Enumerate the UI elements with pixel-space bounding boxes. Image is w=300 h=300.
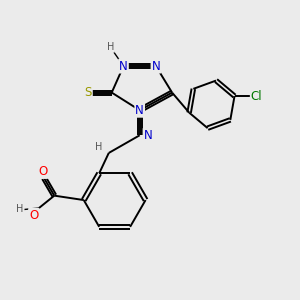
- Text: S: S: [85, 86, 92, 99]
- Text: N: N: [152, 60, 160, 73]
- Text: Cl: Cl: [251, 90, 262, 103]
- Text: O: O: [38, 165, 47, 178]
- Text: H: H: [95, 142, 102, 152]
- Text: O: O: [29, 209, 38, 222]
- Text: N: N: [119, 60, 128, 73]
- Text: H: H: [16, 204, 23, 214]
- Text: N: N: [135, 104, 144, 117]
- Text: N: N: [144, 129, 152, 142]
- Text: H: H: [106, 42, 114, 52]
